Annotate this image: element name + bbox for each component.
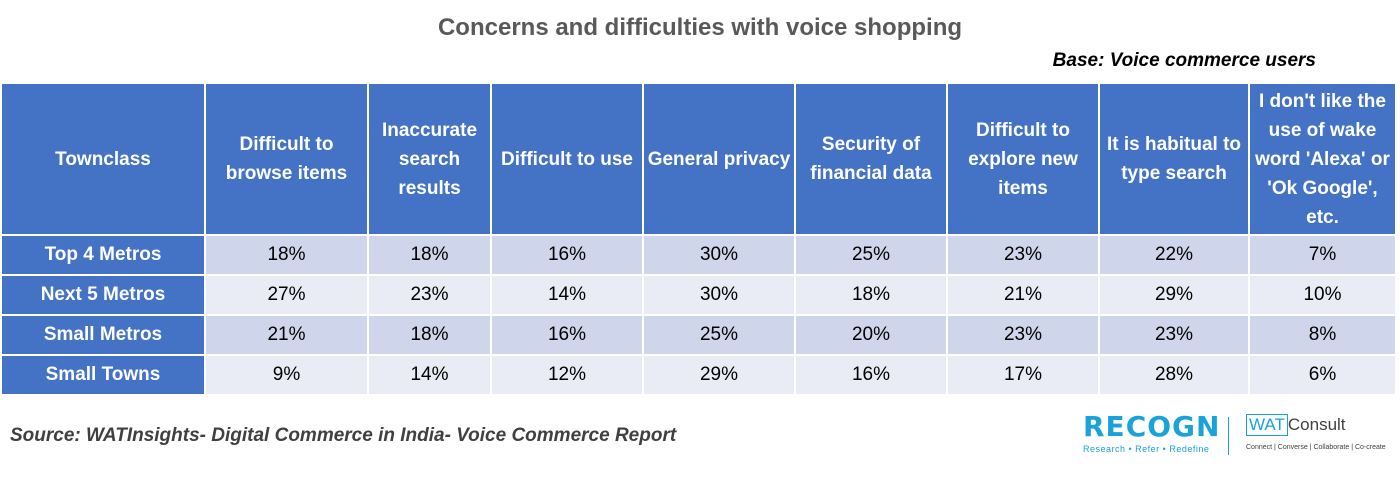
table-cell: 29% [1098,274,1250,316]
watconsult-logo-mark: WAT Consult [1246,414,1346,436]
recogn-logo: RECOGN Research • Refer • Redefine [1083,412,1223,462]
table-cell: 9% [204,354,369,396]
table-cell: 23% [946,234,1100,276]
table-cell: 30% [642,234,796,276]
watconsult-logo-box: WAT [1246,414,1288,436]
table-cell: 23% [1098,314,1250,356]
table-cell: 30% [642,274,796,316]
table-cell: 18% [794,274,948,316]
table-cell: 21% [204,314,369,356]
table-cell: 29% [642,354,796,396]
header-column: Difficult to explore new items [946,82,1100,236]
table-cell: 8% [1248,314,1397,356]
table-cell: 14% [367,354,492,396]
table-cell: 25% [642,314,796,356]
table-cell: 25% [794,234,948,276]
table-cell: 18% [367,234,492,276]
header-column: General privacy [642,82,796,236]
table-cell: 23% [367,274,492,316]
table-row: Small Towns 9% 14% 12% 29% 16% 17% 28% 6… [0,354,1397,396]
row-label: Next 5 Metros [0,274,206,316]
header-column: I don't like the use of wake word 'Alexa… [1248,82,1397,236]
table-cell: 16% [490,314,644,356]
table-cell: 22% [1098,234,1250,276]
concerns-table: Townclass Difficult to browse items Inac… [0,82,1397,396]
base-note: Base: Voice commerce users [1052,50,1316,71]
header-column: Security of financial data [794,82,948,236]
header-column: It is habitual to type search [1098,82,1250,236]
header-row: Townclass Difficult to browse items Inac… [0,82,1397,236]
table-cell: 18% [367,314,492,356]
watconsult-logo: WAT Consult Connect | Converse | Collabor… [1246,414,1396,464]
table-cell: 14% [490,274,644,316]
table-cell: 17% [946,354,1100,396]
table-cell: 6% [1248,354,1397,396]
header-column: Inaccurate search results [367,82,492,236]
table-cell: 27% [204,274,369,316]
table-row: Small Metros 21% 18% 16% 25% 20% 23% 23%… [0,314,1397,356]
row-label: Small Metros [0,314,206,356]
table-row: Top 4 Metros 18% 18% 16% 30% 25% 23% 22%… [0,234,1397,276]
table-row: Next 5 Metros 27% 23% 14% 30% 18% 21% 29… [0,274,1397,316]
table-cell: 10% [1248,274,1397,316]
logo-divider [1228,417,1229,455]
table-cell: 28% [1098,354,1250,396]
recogn-logo-word: RECOGN [1083,410,1221,443]
header-column: Difficult to use [490,82,644,236]
row-label: Top 4 Metros [0,234,206,276]
table-cell: 18% [204,234,369,276]
table-cell: 7% [1248,234,1397,276]
header-column: Difficult to browse items [204,82,369,236]
table-cell: 16% [490,234,644,276]
header-townclass: Townclass [0,82,206,236]
table-cell: 21% [946,274,1100,316]
table-cell: 12% [490,354,644,396]
chart-title: Concerns and difficulties with voice sho… [437,14,963,41]
row-label: Small Towns [0,354,206,396]
watconsult-logo-word: Consult [1287,415,1346,434]
table-cell: 20% [794,314,948,356]
table-cell: 16% [794,354,948,396]
source-note: Source: WATInsights- Digital Commerce in… [10,425,677,446]
watconsult-logo-tagline: Connect | Converse | Collaborate | Co-cr… [1246,444,1386,451]
table-cell: 23% [946,314,1100,356]
recogn-logo-tagline: Research • Refer • Redefine [1083,444,1210,454]
